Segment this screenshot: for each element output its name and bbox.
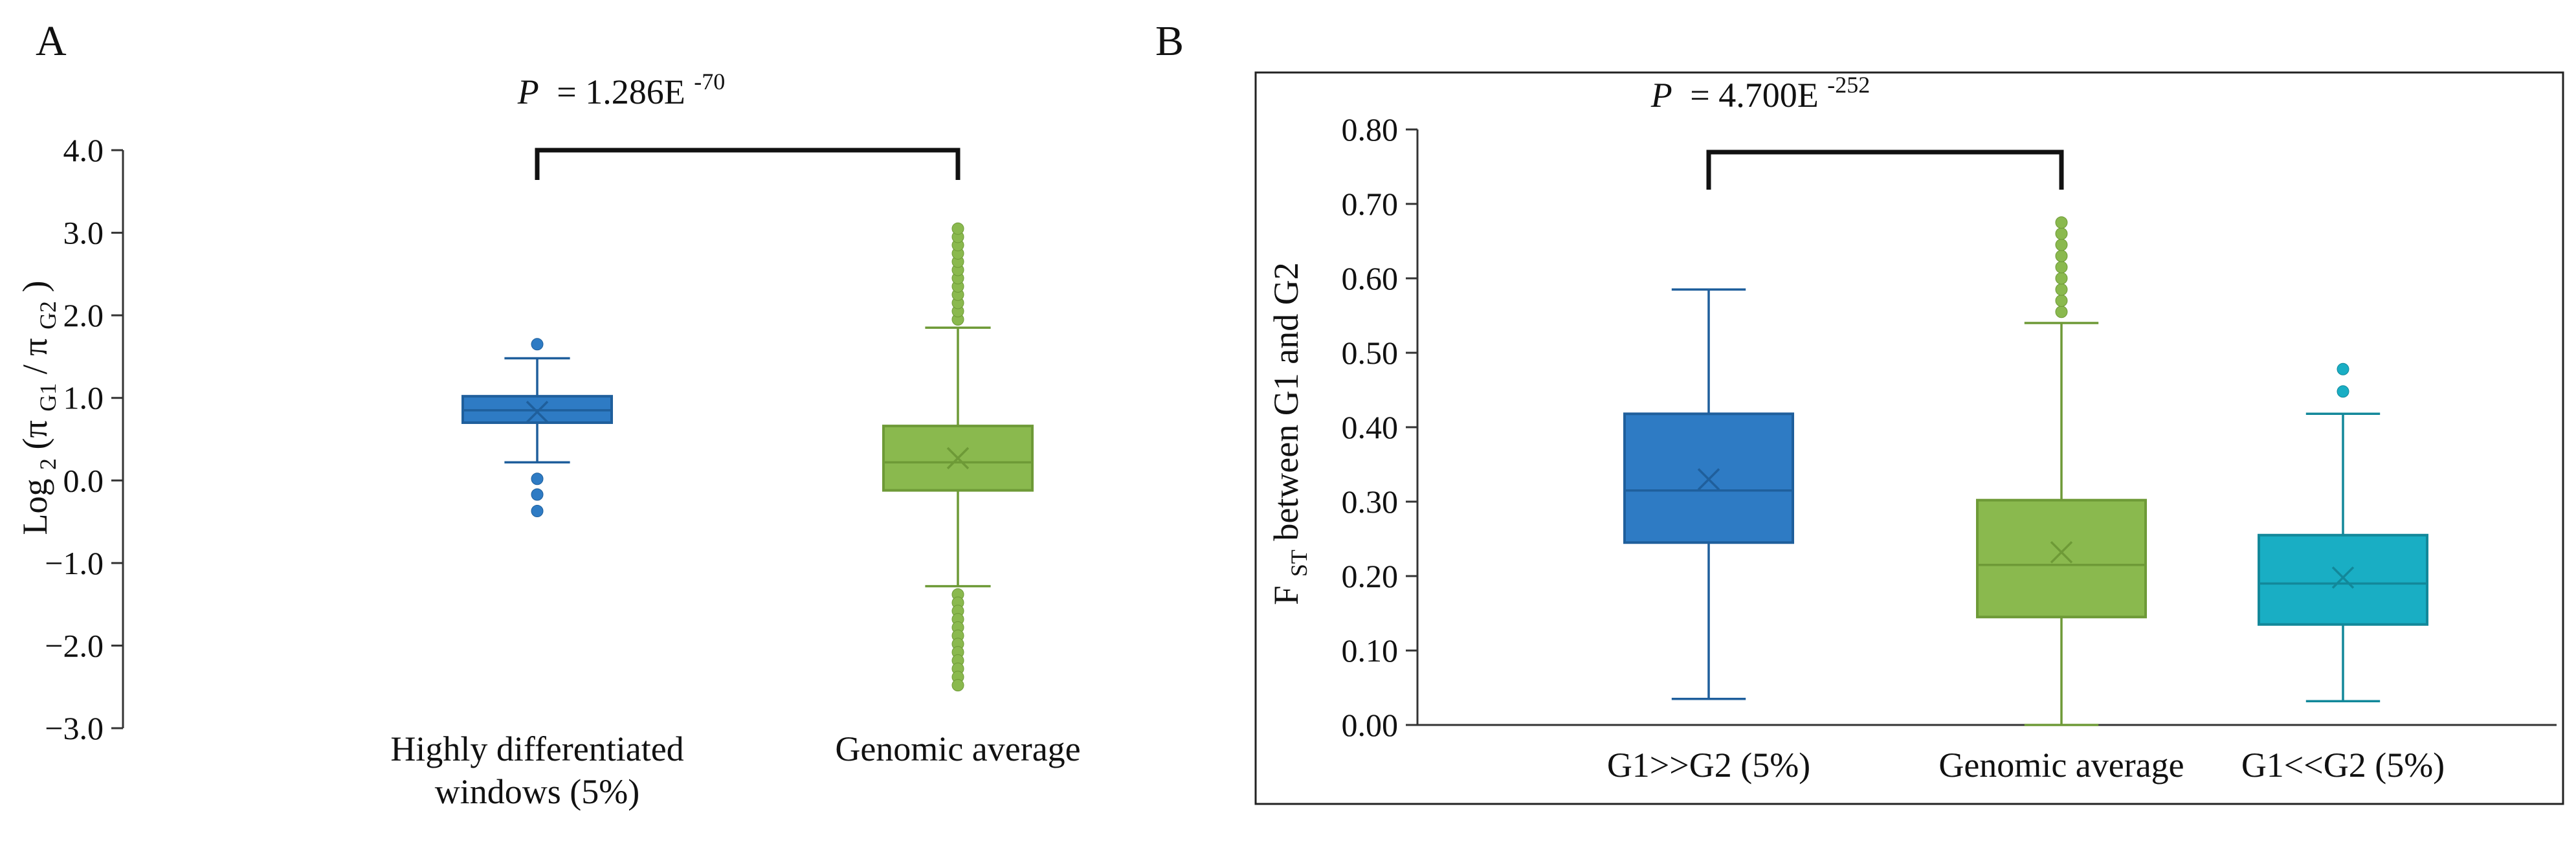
- panel-1-y-tick-label: 0.00: [1342, 707, 1399, 743]
- box-1-1-outlier: [2055, 272, 2068, 285]
- box-0-1-outlier: [951, 222, 964, 235]
- panel-0-significance-bracket: [535, 148, 960, 180]
- box-1-1-mean-marker: [2050, 540, 2073, 564]
- panel-b-frame: [1254, 71, 2564, 805]
- box-0-0-outlier: [531, 488, 544, 501]
- box-0-0-outlier: [531, 504, 544, 517]
- panel-b-ylabel-rest: between G1 and G2: [1267, 262, 1305, 540]
- box-1-1-outlier: [2055, 238, 2068, 251]
- box-1-0-mean-marker: [1697, 468, 1720, 491]
- panel-a-pvalue-text: = 1.286E: [557, 72, 685, 111]
- panel-1-y-tick-label: 0.70: [1342, 186, 1399, 222]
- box-1-1-outlier: [2055, 283, 2068, 296]
- panel-b-y-axis-label: F ST between G1 and G2: [1267, 262, 1315, 605]
- panel-1-y-tick-label: 0.60: [1342, 260, 1399, 296]
- panel-a-plot: 4.0 3.0 2.0 1.0 0.0 −1.0 −2.0 −3.0 Highly differ…: [45, 132, 1080, 811]
- panel-a-pvalue: P = 1.286E -70: [517, 69, 725, 111]
- panel-1-y-tick-label: 0.40: [1342, 409, 1399, 445]
- box-1-1-outlier: [2055, 306, 2068, 318]
- box-1-2-mean-marker: [2331, 566, 2355, 589]
- panel-0-y-tick-label: −1.0: [45, 545, 104, 581]
- panel-b-pvalue-p: P: [1650, 76, 1672, 115]
- panel-0-y-tick-label: 3.0: [63, 215, 104, 251]
- panel-0-category-label: Highly differentiated: [390, 729, 683, 768]
- panel-a-pvalue-exp: -70: [694, 69, 725, 95]
- box-0-1-mean-marker: [946, 447, 970, 470]
- panel-a-pvalue-p: P: [517, 72, 539, 111]
- panel-a-ylabel-sub2: G1: [35, 383, 61, 412]
- box-1-1-outlier: [2055, 216, 2068, 229]
- box-1-2-outlier: [2337, 362, 2349, 375]
- panel-b-plot: 0.80 0.70 0.60 0.50 0.40 0.30 0.20 0.10 0.00 G1>>…: [1342, 111, 2557, 785]
- panel-a-ylabel-open: (π: [16, 420, 54, 449]
- panel-1-y-tick-label: 0.50: [1342, 335, 1399, 371]
- panel-b-pvalue: P = 4.700E -252: [1650, 72, 1870, 115]
- panel-1-y-tick-label: 0.10: [1342, 632, 1399, 669]
- panel-0-y-tick-label: 4.0: [63, 132, 104, 168]
- box-0-1-outlier: [951, 679, 964, 692]
- box-1-2-iqr: [2258, 533, 2428, 626]
- panel-a-ylabel-mid: / π: [16, 338, 54, 374]
- panel-1-y-tick-label: 0.20: [1342, 558, 1399, 594]
- box-1-1-outlier: [2055, 295, 2068, 307]
- box-0-0-mean-marker: [526, 401, 549, 423]
- panel-0-y-tick-label: −2.0: [45, 627, 104, 663]
- panel-b-pvalue-exp: -252: [1827, 72, 1870, 98]
- box-1-1-outlier: [2055, 261, 2068, 274]
- box-0-0-outlier: [531, 338, 544, 351]
- box-1-1-outlier: [2055, 227, 2068, 240]
- panel-0-category-label: Genomic average: [835, 729, 1080, 768]
- panel-1-y-tick-label: 0.80: [1342, 111, 1399, 148]
- panel-a-ylabel-sub1: 2: [35, 458, 61, 470]
- panel-0-category-label: windows (5%): [435, 772, 639, 811]
- panel-a-ylabel-close: ): [16, 280, 54, 292]
- panel-b-pvalue-text: = 4.700E: [1690, 76, 1818, 115]
- panel-0-y-tick-label: 2.0: [63, 297, 104, 333]
- panel-0-y-tick-label: 0.0: [63, 462, 104, 498]
- panel-1-category-label: G1<<G2 (5%): [2241, 746, 2445, 785]
- box-1-2-outlier: [2337, 385, 2349, 398]
- panel-0-y-tick-label: −3.0: [45, 710, 104, 746]
- panel-a: A P = 1.286E -70 Log 2 (π G1 / π G2 ) 4.…: [16, 17, 1081, 811]
- panel-a-ylabel-sub3: G2: [35, 301, 61, 329]
- panel-b-ylabel-base: F: [1267, 586, 1305, 605]
- panel-1-significance-bracket: [1706, 150, 2064, 190]
- panel-a-ylabel-base: Log: [16, 479, 54, 535]
- box-1-1-iqr: [1976, 498, 2147, 619]
- panel-1-y-tick-label: 0.30: [1342, 484, 1399, 520]
- panel-b-label: B: [1155, 17, 1184, 65]
- panel-1-category-label: Genomic average: [1938, 746, 2184, 785]
- panel-b-ylabel-sub1: ST: [1286, 550, 1312, 577]
- box-0-0-outlier: [531, 473, 544, 485]
- panel-1-category-label: G1>>G2 (5%): [1607, 746, 1810, 785]
- panel-a-y-axis-label: Log 2 (π G1 / π G2 ): [16, 280, 63, 535]
- panel-b: B P = 4.700E -252 F ST between G1 and G2…: [1155, 17, 2564, 805]
- panel-0-y-tick-label: 1.0: [63, 380, 104, 416]
- panel-a-label: A: [36, 17, 67, 65]
- box-1-1-outlier: [2055, 250, 2068, 262]
